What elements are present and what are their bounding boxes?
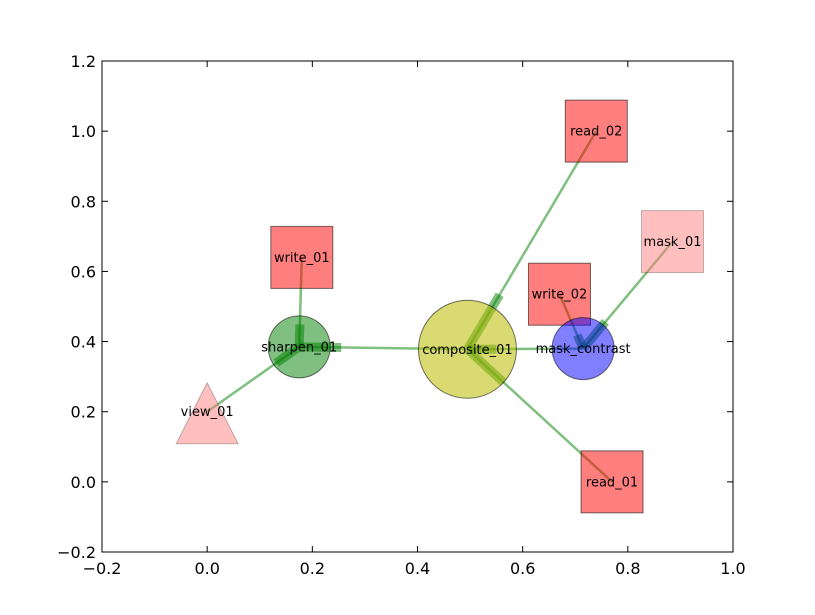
node-mask_contrast xyxy=(551,317,615,381)
node-label-read_02: read_02 xyxy=(570,125,622,140)
y-tick-label: 0.6 xyxy=(71,262,96,281)
node-sharpen_01 xyxy=(267,315,331,379)
y-tick-label: 0.4 xyxy=(71,333,96,352)
node-label-view_01: view_01 xyxy=(181,405,234,420)
x-tick-label: 0.2 xyxy=(300,559,325,578)
node-write_01 xyxy=(270,225,334,289)
y-tick-label: −0.2 xyxy=(57,543,96,562)
node-mask_01 xyxy=(641,210,705,274)
x-tick-label: 1.0 xyxy=(720,559,745,578)
labels-layer: write_01sharpen_01view_01composite_01rea… xyxy=(181,125,702,491)
y-tick-label: 0.0 xyxy=(71,473,96,492)
y-tick-label: 0.8 xyxy=(71,192,96,211)
node-write_02 xyxy=(527,262,591,326)
node-read_02 xyxy=(564,99,628,163)
y-tick-label: 0.2 xyxy=(71,403,96,422)
node-label-write_02: write_02 xyxy=(532,288,588,303)
node-label-mask_01: mask_01 xyxy=(644,235,702,250)
nodes-layer xyxy=(175,99,705,514)
node-label-composite_01: composite_01 xyxy=(422,343,513,358)
x-tick-label: 0.0 xyxy=(194,559,219,578)
node-label-mask_contrast: mask_contrast xyxy=(536,342,631,357)
node-label-sharpen_01: sharpen_01 xyxy=(261,340,337,355)
node-label-write_01: write_01 xyxy=(274,251,330,266)
y-tick-label: 1.2 xyxy=(71,52,96,71)
y-tick-label: 1.0 xyxy=(71,122,96,141)
node-label-read_01: read_01 xyxy=(586,475,638,490)
node-read_01 xyxy=(580,450,644,514)
x-tick-label: −0.2 xyxy=(83,559,122,578)
node-composite_01 xyxy=(417,299,517,399)
ticks-layer: −0.2 0.0 0.2 0.4 0.6 0.8 1.0 −0.2 0.0 0.2 0.4 0.6 0.… xyxy=(57,52,746,578)
node-view_01 xyxy=(175,381,239,445)
x-tick-label: 0.8 xyxy=(615,559,640,578)
x-tick-label: 0.6 xyxy=(510,559,535,578)
x-tick-label: 0.4 xyxy=(405,559,430,578)
